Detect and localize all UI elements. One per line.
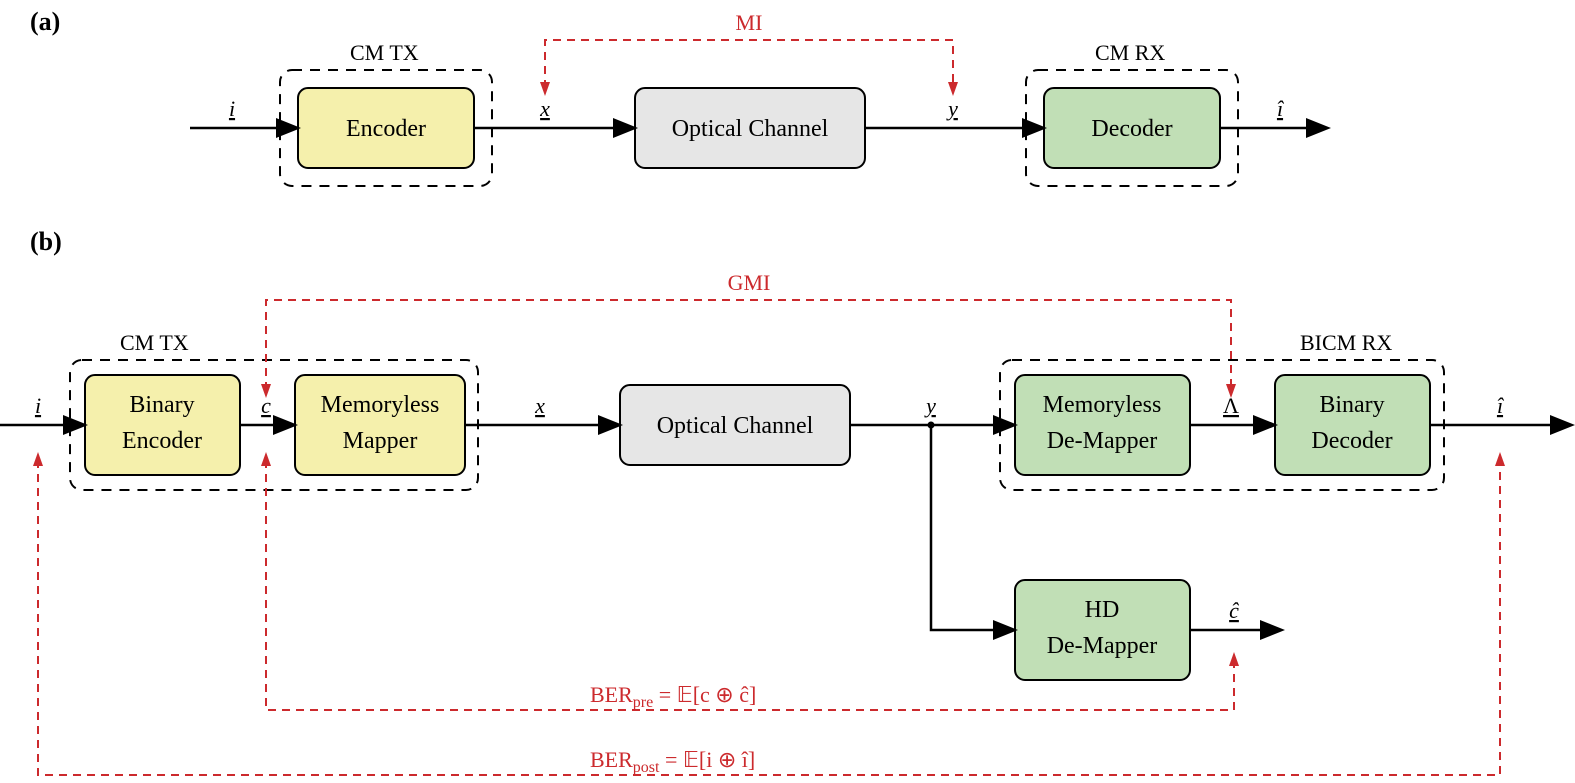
ber-pre-arrow-right-head xyxy=(1229,652,1239,666)
ber-pre-text: BERpre = 𝔼[c ⊕ ĉ] xyxy=(590,682,756,711)
ber-post-text: BERpost = 𝔼[i ⊕ î] xyxy=(590,747,755,776)
mi-arrow-left-head xyxy=(540,82,550,96)
mapper-box xyxy=(295,375,465,475)
hd-l2: De-Mapper xyxy=(1047,633,1158,659)
ber-post-dashed-line xyxy=(38,460,1500,775)
sig-a-x: x xyxy=(539,96,550,121)
ber-post-arrow-right-head xyxy=(1495,452,1505,466)
demapper-l1: Memoryless xyxy=(1043,392,1162,418)
sig-b-chat: ĉ xyxy=(1229,598,1239,623)
hd-l1: HD xyxy=(1085,597,1120,623)
binary-encoder-l2: Encoder xyxy=(122,428,202,454)
binary-decoder-l2: Decoder xyxy=(1311,428,1392,454)
cm-tx-label: CM TX xyxy=(350,40,419,65)
binary-decoder-box xyxy=(1275,375,1430,475)
sig-a-ihat: î xyxy=(1277,96,1285,121)
gmi-label: GMI xyxy=(728,270,771,295)
mi-label: MI xyxy=(736,10,763,35)
sig-b-ihat: î xyxy=(1497,393,1505,418)
encoder-text: Encoder xyxy=(346,116,426,142)
sig-a-y: y xyxy=(946,96,958,121)
mapper-l2: Mapper xyxy=(343,428,418,454)
arrow-b-y-branch xyxy=(931,425,1013,630)
mi-dashed-line xyxy=(545,40,953,88)
cm-tx-b-label: CM TX xyxy=(120,330,189,355)
branch-node xyxy=(928,422,935,429)
fig-b-label: (b) xyxy=(30,227,62,256)
ber-pre-arrow-left-head xyxy=(261,452,271,466)
cm-rx-label: CM RX xyxy=(1095,40,1165,65)
mapper-l1: Memoryless xyxy=(321,392,440,418)
mi-arrow-right-head xyxy=(948,82,958,96)
sig-b-x: x xyxy=(534,393,545,418)
demapper-box xyxy=(1015,375,1190,475)
demapper-l2: De-Mapper xyxy=(1047,428,1158,454)
sig-b-i: i xyxy=(35,393,41,418)
channel-a-text: Optical Channel xyxy=(672,116,829,142)
channel-b-text: Optical Channel xyxy=(657,413,814,439)
binary-encoder-l1: Binary xyxy=(129,392,194,418)
decoder-text: Decoder xyxy=(1091,116,1172,142)
hd-demapper-box xyxy=(1015,580,1190,680)
bicm-rx-label: BICM RX xyxy=(1300,330,1392,355)
sig-a-i: i xyxy=(229,96,235,121)
fig-a-label: (a) xyxy=(30,7,60,36)
binary-decoder-l1: Binary xyxy=(1319,392,1384,418)
ber-post-arrow-left-head xyxy=(33,452,43,466)
diagram-root: (a) CM TX Encoder Optical Channel CM RX … xyxy=(0,0,1575,783)
sig-b-y: y xyxy=(924,393,936,418)
binary-encoder-box xyxy=(85,375,240,475)
